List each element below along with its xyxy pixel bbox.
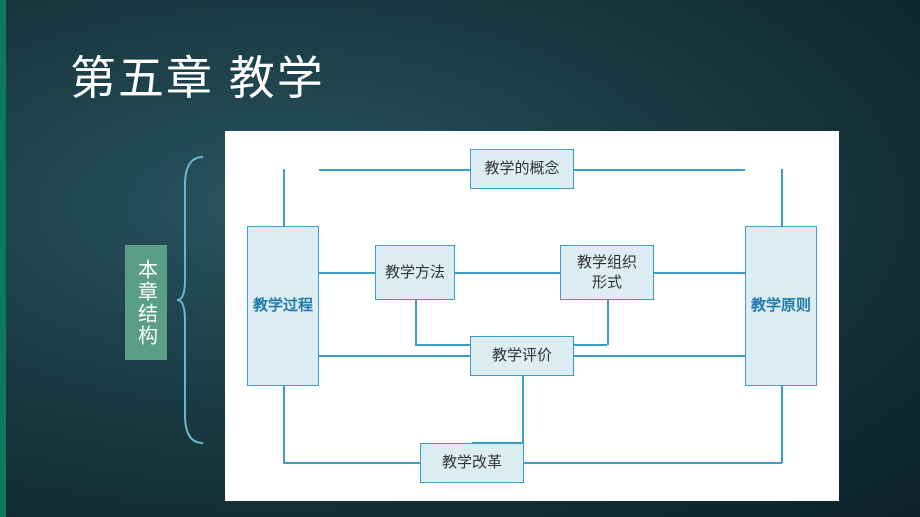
connector-line xyxy=(574,344,607,346)
connector-line xyxy=(415,344,470,346)
connector-line xyxy=(455,272,560,274)
connector-line xyxy=(574,355,745,357)
connector-line xyxy=(283,462,420,464)
node-right: 教学原则 xyxy=(745,226,817,386)
connector-line xyxy=(781,169,783,226)
connector-line xyxy=(524,462,782,464)
connector-line xyxy=(319,272,375,274)
node-top: 教学的概念 xyxy=(470,149,574,189)
connector-line xyxy=(522,376,524,443)
connector-line xyxy=(781,386,783,463)
connector-line xyxy=(283,386,285,463)
connector-line xyxy=(607,300,609,345)
connector-line xyxy=(574,169,745,171)
node-left: 教学过程 xyxy=(247,226,319,386)
connector-line xyxy=(283,169,285,226)
node-eval: 教学评价 xyxy=(470,336,574,376)
connector-line xyxy=(319,169,470,171)
page-title: 第五章 教学 xyxy=(70,42,325,108)
connector-line xyxy=(654,272,745,274)
connector-line xyxy=(319,355,470,357)
chapter-structure-label: 本章结构 xyxy=(125,245,167,360)
node-method: 教学方法 xyxy=(375,245,455,300)
diagram-area: 教学的概念教学过程 教学方法 教学组织 形式 教学原则教学评价教学改革 xyxy=(225,131,839,501)
accent-bar xyxy=(0,0,6,517)
connector-line xyxy=(415,300,417,345)
node-org: 教学组织 形式 xyxy=(560,245,654,300)
node-reform: 教学改革 xyxy=(420,443,524,483)
bracket-icon xyxy=(175,155,205,445)
